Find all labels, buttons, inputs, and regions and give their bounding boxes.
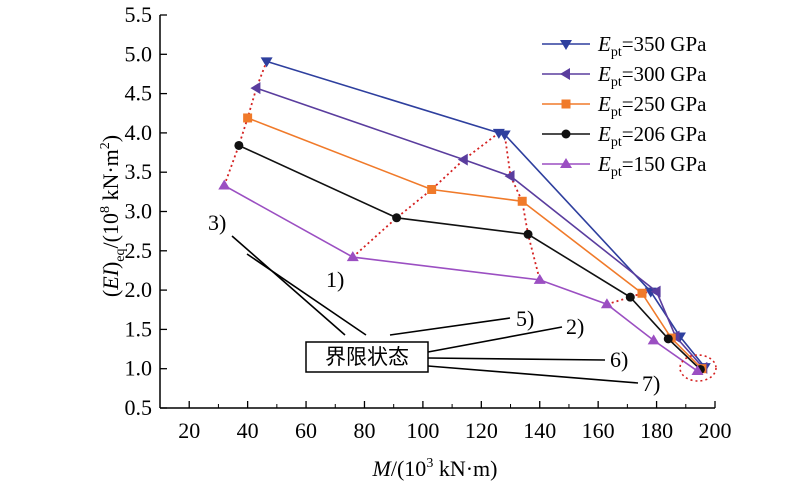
data-point [243,113,253,123]
axis-layer: 20 40 60 80 100 120 140 160 180 200 0.5 1.0 1.5 2.0 2.… [125,2,732,443]
x-tick-label: 180 [640,418,673,443]
x-axis-title: M/(103 kN·m) [372,456,498,481]
legend-entry-2: Ept=300 GPa [542,62,707,90]
y-tick-label: 0.5 [125,395,153,420]
data-point [625,292,635,302]
data-point [250,82,261,95]
legend-entry-1: Ept=350 GPa [542,32,707,60]
convergence-ellipse [679,354,717,382]
y-tick-label: 5.0 [125,41,153,66]
limit-state-box [305,341,429,373]
x-tick-label: 40 [237,418,259,443]
y-tick-label: 1.0 [125,356,153,381]
x-tick-label: 160 [582,418,615,443]
callout-line-1 [246,253,367,336]
x-tick-label: 100 [406,418,439,443]
callout-line-3 [231,235,346,336]
data-point [637,288,647,298]
data-point [427,184,437,194]
callout-label-1: 1) [326,267,344,292]
data-point [650,285,661,298]
data-point [560,158,572,168]
data-point [504,170,515,183]
data-point [260,57,273,68]
callout-label-6: 6) [610,347,628,372]
series-line [256,87,704,369]
y-tick-label: 3.5 [125,159,153,184]
series-line [247,117,703,370]
x-tick-label: 200 [699,418,732,443]
legend-label: Ept=350 GPa [597,32,707,60]
data-point [691,365,704,376]
data-point [523,229,533,239]
data-point [234,140,244,150]
legend-label: Ept=206 GPa [597,122,707,150]
data-point [560,68,570,80]
data-point [561,99,571,109]
y-tick-label: 2.5 [125,238,153,263]
series-line [266,60,706,368]
y-tick-label: 3.0 [125,199,153,224]
callout-lines [231,235,639,384]
data-point [392,213,402,223]
legend-entry-5: Ept=150 GPa [542,152,707,180]
limit-state-label: 界限状态 [325,345,409,369]
x-tick-label: 80 [353,418,375,443]
legend-label: Ept=150 GPa [597,152,707,180]
data-point [647,334,660,345]
callout-line-6 [427,357,606,361]
callout-label-3: 3) [208,210,226,235]
limit-state-curve [352,131,541,281]
x-tick-label: 140 [523,418,556,443]
data-point [498,130,511,141]
legend-entry-4: Ept=206 GPa [542,122,707,150]
series-5 [218,179,704,376]
y-tick-label: 4.5 [125,81,153,106]
series-line [223,184,698,372]
data-point [600,298,613,309]
y-tick-label: 4.0 [125,120,153,145]
data-point [457,153,468,166]
y-axis-title: (EI)eq/(108 kN·m2) [98,135,128,297]
data-point [663,334,673,344]
callout-label-2: 2) [566,314,584,339]
series-line [238,144,701,371]
data-point [517,196,527,206]
x-tick-label: 60 [295,418,317,443]
x-tick-label: 20 [178,418,200,443]
legend-entry-3: Ept=250 GPa [542,92,707,120]
data-point [533,273,546,284]
data-point [218,179,231,190]
callout-line-7 [427,365,639,384]
x-tick-label: 120 [465,418,498,443]
callout-label-5: 5) [516,306,534,331]
data-point [561,129,571,139]
legend-label: Ept=300 GPa [597,62,707,90]
y-tick-label: 5.5 [125,2,153,27]
legend-label: Ept=250 GPa [597,92,707,120]
series-layer [218,57,711,376]
y-tick-label: 1.5 [125,316,153,341]
callout-line-5 [389,317,511,336]
callout-label-7: 7) [642,371,660,396]
y-tick-label: 2.0 [125,277,153,302]
data-point [346,251,359,262]
callout-line-2 [427,326,563,353]
data-point [560,40,572,50]
